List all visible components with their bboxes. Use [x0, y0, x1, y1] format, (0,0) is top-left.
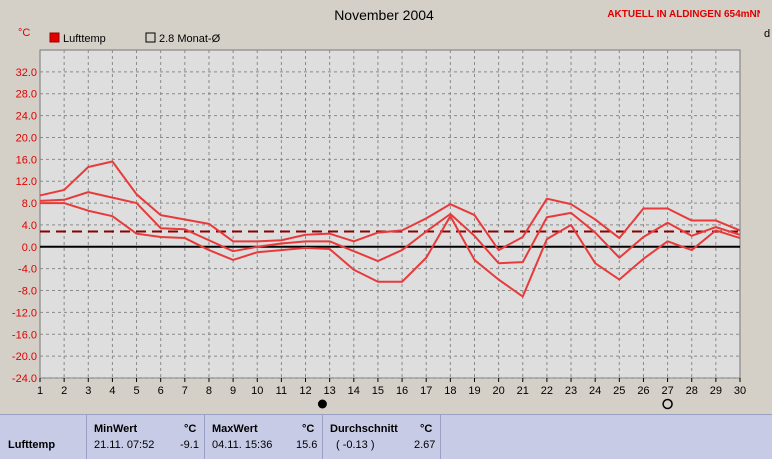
x-tick-label: 4	[109, 385, 115, 397]
chart-title: November 2004	[334, 7, 434, 23]
x-tick-label: 12	[299, 385, 311, 397]
x-tick-label: 2	[61, 385, 67, 397]
x-tick-label: 13	[324, 385, 336, 397]
y-tick-label: -12.0	[12, 307, 37, 319]
station-label: AKTUELL IN ALDINGEN 654mNN	[607, 9, 764, 20]
min-unit: °C	[184, 423, 197, 435]
right-panel: d	[760, 0, 772, 414]
avg-extra: ( -0.13 )	[336, 439, 375, 451]
x-tick-label: 16	[396, 385, 408, 397]
y-tick-label: 0.0	[22, 242, 37, 254]
x-tick-label: 19	[468, 385, 480, 397]
x-tick-label: 25	[613, 385, 625, 397]
min-value: -9.1	[180, 439, 199, 451]
legend-swatch-lufttemp	[49, 32, 60, 43]
max-value: 15.6	[296, 439, 318, 451]
y-tick-label: -8.0	[18, 286, 37, 298]
x-tick-label: 6	[158, 385, 164, 397]
y-tick-label: 20.0	[16, 132, 37, 144]
y-tick-label: -20.0	[12, 351, 37, 363]
plot-background	[39, 49, 741, 379]
legend-swatch-average	[145, 32, 156, 43]
stats-separator	[440, 415, 441, 459]
x-tick-label: 24	[589, 385, 601, 397]
x-tick-label: 21	[517, 385, 529, 397]
x-tick-label: 3	[85, 385, 91, 397]
full-moon-icon	[662, 398, 673, 410]
series-line-min	[40, 202, 741, 298]
max-time: 04.11. 15:36	[212, 439, 273, 451]
stats-separator	[204, 415, 205, 459]
x-tick-label: 8	[206, 385, 212, 397]
plot-area: 32.0 28.0 24.0 20.0 16.0 12.0 8.0 4.0 0.0 -4.0 -8.…	[12, 49, 746, 410]
y-tick-label: 12.0	[16, 176, 37, 188]
x-tick-label: 9	[230, 385, 236, 397]
x-tick-label: 7	[182, 385, 188, 397]
x-tick-label: 1	[37, 385, 43, 397]
y-tick-label: -4.0	[18, 264, 37, 276]
stats-separator	[86, 415, 87, 459]
x-tick-label: 17	[420, 385, 432, 397]
avg-unit: °C	[420, 423, 433, 435]
x-tick-label: 26	[637, 385, 649, 397]
max-unit: °C	[302, 423, 315, 435]
cut-off-label: d	[764, 28, 771, 40]
x-tick-label: 27	[661, 385, 673, 397]
y-tick-label: -16.0	[12, 329, 37, 341]
avg-value: 2.67	[414, 439, 436, 451]
series-line-max	[39, 160, 741, 252]
x-tick-label: 22	[541, 385, 553, 397]
x-tick-label: 5	[133, 385, 139, 397]
temperature-chart: November 2004 AKTUELL IN ALDINGEN 654mNN…	[12, 7, 764, 410]
x-tick-label: 10	[251, 385, 263, 397]
x-tick-label: 30	[734, 385, 746, 397]
new-moon-icon	[317, 399, 327, 409]
stats-separator	[322, 415, 323, 459]
legend-label-lufttemp: Lufttemp	[63, 33, 106, 45]
x-tick-label: 28	[686, 385, 698, 397]
min-header: MinWert	[94, 423, 138, 435]
y-tick-label: -24.0	[12, 373, 37, 385]
y-tick-label: 24.0	[16, 111, 37, 123]
x-tick-label: 14	[348, 385, 360, 397]
x-tick-label: 18	[444, 385, 456, 397]
avg-header: Durchschnitt	[330, 423, 398, 435]
x-tick-label: 15	[372, 385, 384, 397]
y-tick-label: 28.0	[16, 89, 37, 101]
y-tick-label: 4.0	[22, 220, 37, 232]
legend-label-average: 2.8 Monat-Ø	[159, 33, 221, 45]
x-tick-label: 23	[565, 385, 577, 397]
statistics-panel: Lufttemp MinWert °C 21.11. 07:52 -9.1 Ma…	[0, 414, 772, 459]
x-tick-label: 29	[710, 385, 722, 397]
max-header: MaxWert	[212, 423, 258, 435]
y-tick-label: 16.0	[16, 154, 37, 166]
stats-row-label: Lufttemp	[8, 439, 56, 451]
y-unit-label: °C	[18, 27, 30, 39]
x-tick-label: 11	[276, 385, 287, 397]
series-line-mean	[39, 191, 741, 265]
y-tick-label: 32.0	[16, 67, 37, 79]
x-tick-label: 20	[492, 385, 504, 397]
y-tick-label: 8.0	[22, 198, 37, 210]
min-time: 21.11. 07:52	[94, 439, 155, 451]
